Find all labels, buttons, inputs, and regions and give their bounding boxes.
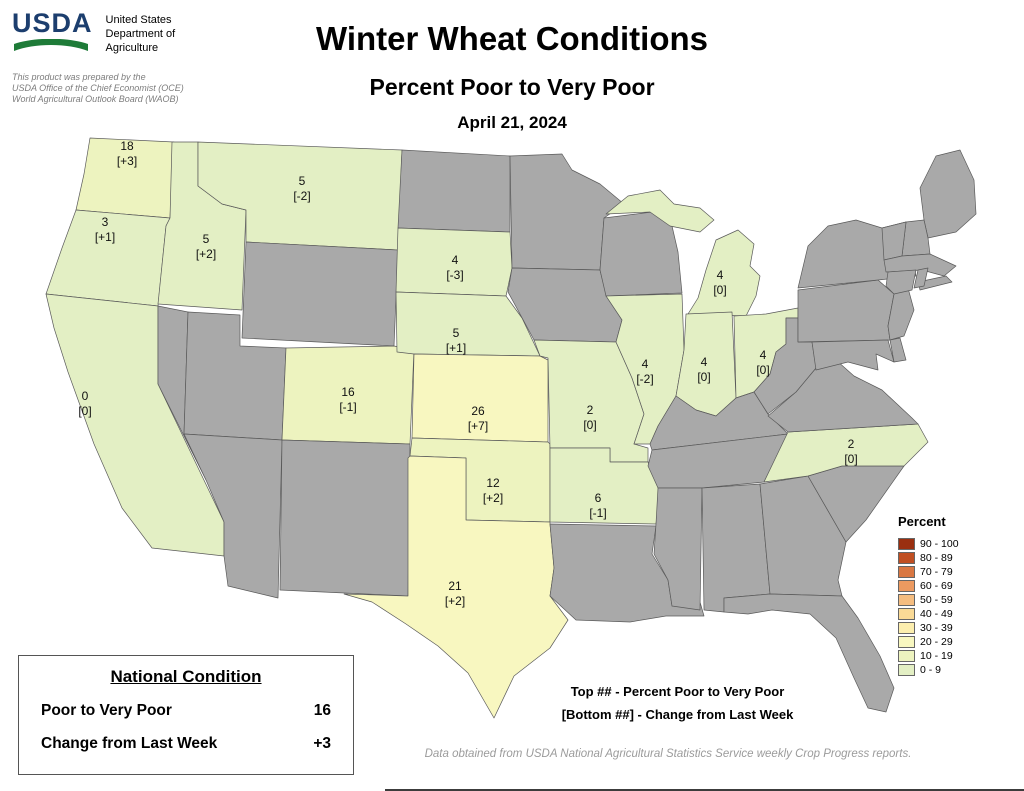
national-condition-title: National Condition xyxy=(110,667,262,686)
legend-range-label: 0 - 9 xyxy=(920,664,942,676)
legend-item: 20 - 29 xyxy=(898,635,959,649)
state-colorado xyxy=(281,345,415,445)
state-label-OR: 3 [+1] xyxy=(95,215,115,244)
us-map: 18 [+3] 3 [+1] 5 [+2] 5 [-2] 4 [-3] 5 [+1] 16 [-1] 26[… xyxy=(45,137,977,719)
legend-color-swatch xyxy=(898,552,915,564)
state-rhode-island xyxy=(913,267,929,289)
national-condition-box: National Condition Poor to Very Poor 16 … xyxy=(18,655,354,775)
page-title: Winter Wheat Conditions xyxy=(315,20,708,57)
state-maine xyxy=(919,149,977,239)
national-row-change: Change from Last Week +3 xyxy=(19,735,353,753)
legend-item: 80 - 89 xyxy=(898,551,959,565)
legend-color-swatch xyxy=(898,608,915,620)
state-label-IN: 4 [0] xyxy=(697,355,710,384)
state-label-AR: 6 [-1] xyxy=(589,491,606,520)
state-label-MO: 2 [0] xyxy=(583,403,596,432)
legend-color-swatch xyxy=(898,566,915,578)
state-label-OK: 12 [+2] xyxy=(483,476,503,505)
usda-logo-text: USDA xyxy=(12,8,93,38)
state-south-dakota xyxy=(395,227,513,297)
state-label-WA: 18 [+3] xyxy=(117,139,137,168)
legend-range-label: 50 - 59 xyxy=(920,594,953,606)
state-kansas xyxy=(411,353,549,443)
state-label-SD: 4 [-3] xyxy=(446,253,463,282)
legend-item: 50 - 59 xyxy=(898,593,959,607)
legend-item: 40 - 49 xyxy=(898,607,959,621)
state-label-OH: 4 [0] xyxy=(756,348,769,377)
page-subtitle: Percent Poor to Very Poor xyxy=(369,74,655,100)
legend-item: 90 - 100 xyxy=(898,537,959,551)
legend-item: 70 - 79 xyxy=(898,565,959,579)
state-alabama xyxy=(701,483,771,613)
legend-title: Percent xyxy=(898,514,946,529)
legend-range-label: 20 - 29 xyxy=(920,636,953,648)
legend-item: 0 - 9 xyxy=(898,663,959,677)
legend-color-swatch xyxy=(898,580,915,592)
state-maryland xyxy=(811,339,895,371)
note-bottom-value: [Bottom ##] - Change from Last Week xyxy=(561,706,794,722)
state-vermont xyxy=(881,221,907,261)
state-mississippi xyxy=(653,487,703,611)
state-label-KS: 26 [+7] xyxy=(468,404,488,433)
bottom-border-line xyxy=(385,789,1024,791)
legend-range-label: 30 - 39 xyxy=(920,622,953,634)
usda-swoosh-icon xyxy=(14,39,88,51)
national-poor-label: Poor to Very Poor xyxy=(41,702,172,719)
state-connecticut xyxy=(885,269,917,295)
state-pennsylvania xyxy=(797,279,895,343)
legend-item: 10 - 19 xyxy=(898,649,959,663)
state-label-MI: 4 [0] xyxy=(713,268,726,297)
state-north-dakota xyxy=(397,149,511,233)
national-change-value: +3 xyxy=(313,735,331,752)
state-label-CO: 16 [-1] xyxy=(339,385,356,414)
legend-color-swatch xyxy=(898,650,915,662)
map-legend: Percent 90 - 100 80 - 89 70 - 79 60 - 69 50 … xyxy=(898,514,959,677)
legend-item: 30 - 39 xyxy=(898,621,959,635)
states-layer xyxy=(45,137,977,719)
map-key-notes: Top ## - Percent Poor to Very Poor [Bott… xyxy=(505,681,850,726)
state-illinois xyxy=(605,293,685,445)
state-wyoming xyxy=(241,241,399,347)
state-new-mexico xyxy=(279,439,411,597)
legend-range-label: 60 - 69 xyxy=(920,580,953,592)
legend-item: 60 - 69 xyxy=(898,579,959,593)
state-label-TX: 21 [+2] xyxy=(445,579,465,608)
legend-color-swatch xyxy=(898,622,915,634)
map-labels-layer: 18 [+3] 3 [+1] 5 [+2] 5 [-2] 4 [-3] 5 [+1] 16 [-1] 26[… xyxy=(78,139,857,608)
legend-range-label: 10 - 19 xyxy=(920,650,953,662)
state-michigan xyxy=(605,189,761,317)
legend-items: 90 - 100 80 - 89 70 - 79 60 - 69 50 - 59 40 -… xyxy=(898,537,959,677)
usda-logo: USDA United States Department of Agricul… xyxy=(12,10,175,55)
legend-color-swatch xyxy=(898,636,915,648)
usda-logo-mark: USDA xyxy=(12,10,93,52)
note-top-value: Top ## - Percent Poor to Very Poor xyxy=(570,684,785,699)
legend-color-swatch xyxy=(898,538,915,550)
national-poor-value: 16 xyxy=(313,702,331,719)
national-row-poor: Poor to Very Poor 16 xyxy=(19,702,353,720)
legend-range-label: 80 - 89 xyxy=(920,552,953,564)
state-label-IL: 4 [-2] xyxy=(636,357,653,386)
report-date: April 21, 2024 xyxy=(457,113,567,132)
usda-department-name: United States Department of Agriculture xyxy=(105,14,176,54)
legend-color-swatch xyxy=(898,664,915,676)
state-florida xyxy=(723,593,895,713)
state-north-carolina xyxy=(763,423,929,483)
state-delaware xyxy=(889,337,907,363)
state-label-NE: 5 [+1] xyxy=(446,326,466,355)
state-label-NC: 2 [0] xyxy=(844,437,857,466)
legend-range-label: 40 - 49 xyxy=(920,608,953,620)
state-label-CA: 0 [0] xyxy=(78,389,91,418)
state-label-ID: 5 [+2] xyxy=(196,232,216,261)
national-change-label: Change from Last Week xyxy=(41,735,218,752)
state-label-MT: 5 [-2] xyxy=(293,174,310,203)
legend-color-swatch xyxy=(898,594,915,606)
state-louisiana xyxy=(549,523,705,623)
data-source-note: Data obtained from USDA National Agricul… xyxy=(424,748,912,760)
legend-range-label: 70 - 79 xyxy=(920,566,953,578)
legend-range-label: 90 - 100 xyxy=(920,538,959,550)
prepared-by-note: This product was prepared by the USDA Of… xyxy=(12,72,184,104)
